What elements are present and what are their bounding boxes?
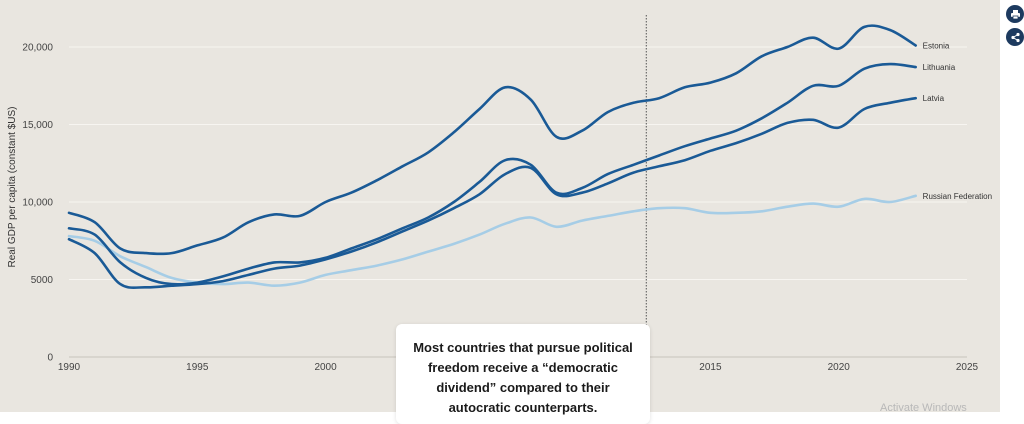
y-tick-label: 0 <box>47 353 53 364</box>
series-label-estonia: Estonia <box>923 41 950 50</box>
series-label-latvia: Latvia <box>923 94 945 103</box>
series-label-lithuania: Lithuania <box>923 63 956 72</box>
x-tick-label: 1990 <box>58 362 81 373</box>
print-button[interactable] <box>1006 5 1024 23</box>
y-tick-label: 10,000 <box>22 198 53 209</box>
share-button[interactable] <box>1006 28 1024 46</box>
y-tick-label: 15,000 <box>22 120 53 131</box>
series-line-lithuania <box>67 62 917 286</box>
y-tick-label: 5000 <box>31 275 54 286</box>
series-line-russian-federation <box>67 194 917 287</box>
callout-box: Most countries that pursue political fre… <box>396 324 650 424</box>
share-icon <box>1010 32 1021 43</box>
series-line-estonia <box>67 24 917 256</box>
activate-windows-watermark: Activate Windows <box>880 402 967 414</box>
y-axis-label: Real GDP per capita (constant $US) <box>7 106 18 267</box>
y-tick-label: 20,000 <box>22 43 53 54</box>
x-tick-label: 1995 <box>186 362 209 373</box>
x-tick-label: 2000 <box>314 362 337 373</box>
print-icon <box>1010 9 1021 20</box>
x-tick-label: 2020 <box>828 362 851 373</box>
x-tick-label: 2015 <box>699 362 722 373</box>
callout-text: Most countries that pursue political fre… <box>413 340 633 415</box>
series-label-russian-federation: Russian Federation <box>923 192 992 201</box>
x-tick-label: 2025 <box>956 362 979 373</box>
side-toolbar <box>1003 3 1024 412</box>
series-line-latvia <box>67 96 917 290</box>
